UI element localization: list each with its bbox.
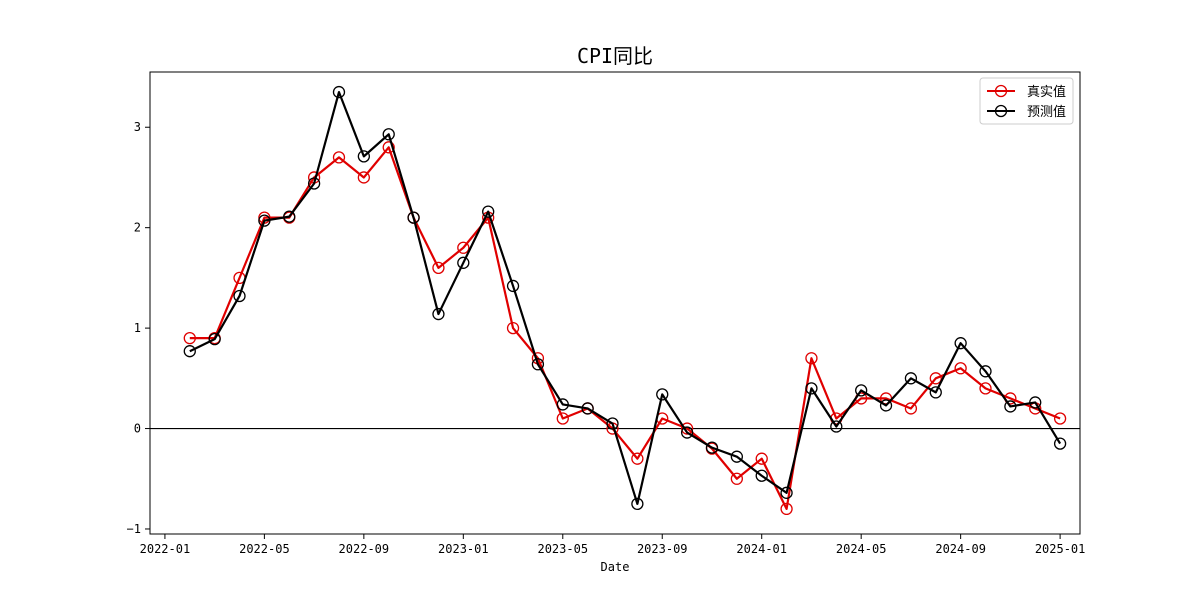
legend-marker-predicted — [994, 104, 1008, 118]
data-point-predicted — [283, 210, 296, 223]
data-point-predicted — [606, 417, 619, 430]
x-axis: 2022-01 2022-05 2022-09 2023-01 2023-05 2023-… — [140, 534, 1086, 556]
data-point-actual — [382, 141, 395, 154]
data-point-predicted — [482, 205, 495, 218]
data-point-predicted — [357, 150, 371, 163]
data-point-predicted — [382, 128, 395, 141]
data-point-actual — [432, 261, 445, 274]
series-line-predicted — [189, 90, 1062, 505]
y-tick-label: 2 — [134, 221, 141, 235]
x-tick-label: 2022-01 — [140, 542, 191, 556]
data-point-actual — [929, 372, 942, 385]
data-point-predicted — [556, 398, 569, 411]
plot-area — [149, 71, 1081, 535]
data-point-predicted — [730, 450, 743, 463]
plot-frame — [149, 71, 1081, 535]
data-point-predicted — [755, 469, 768, 482]
x-axis-title: Date — [601, 560, 630, 574]
data-point-actual — [457, 241, 470, 254]
data-point-predicted — [432, 307, 445, 321]
x-tick-label: 2024-05 — [836, 542, 887, 556]
data-point-predicted — [457, 256, 470, 269]
data-point-actual — [755, 452, 768, 465]
data-point-actual — [631, 452, 644, 465]
data-point-predicted — [929, 386, 942, 399]
data-point-predicted — [581, 402, 594, 415]
data-point-predicted — [307, 177, 321, 190]
data-point-predicted — [407, 211, 420, 224]
data-point-actual — [357, 171, 371, 184]
x-tick-label: 2024-09 — [935, 542, 986, 556]
data-point-predicted — [258, 214, 271, 227]
data-point-predicted — [879, 399, 893, 412]
legend-entry-actual: 真实值 — [987, 84, 1066, 100]
x-tick-label: 2023-05 — [537, 542, 588, 556]
x-tick-label: 2023-01 — [438, 542, 489, 556]
legend-label-predicted: 预测值 — [1027, 104, 1066, 120]
legend-entry-predicted: 预测值 — [987, 104, 1066, 120]
chart-title: CPI同比 — [577, 44, 653, 68]
x-tick-label: 2022-05 — [239, 542, 290, 556]
legend-label-actual: 真实值 — [1027, 84, 1066, 100]
series-actual — [183, 141, 1067, 516]
data-point-predicted — [631, 497, 644, 511]
x-tick-label: 2025-01 — [1035, 542, 1086, 556]
y-tick-label: 1 — [134, 321, 141, 335]
data-point-actual — [904, 402, 918, 415]
x-tick-label: 2022-09 — [339, 542, 390, 556]
data-point-predicted — [208, 333, 221, 346]
data-point-actual — [730, 472, 743, 485]
data-point-actual — [680, 422, 694, 435]
data-point-predicted — [780, 486, 793, 499]
data-point-predicted — [656, 388, 669, 401]
legend-box — [979, 77, 1074, 125]
data-point-predicted — [855, 384, 868, 397]
data-point-actual — [954, 362, 967, 375]
data-point-predicted — [233, 289, 246, 303]
y-axis: −1 0 1 2 3 — [127, 120, 150, 536]
data-point-predicted — [904, 372, 918, 385]
data-point-predicted — [830, 420, 843, 433]
data-point-predicted — [680, 426, 694, 439]
data-point-actual — [506, 321, 520, 335]
data-point-predicted — [531, 358, 545, 371]
data-point-predicted — [805, 382, 818, 395]
data-point-predicted — [183, 345, 196, 358]
data-point-predicted — [954, 337, 967, 350]
y-tick-label: −1 — [127, 522, 141, 536]
y-tick-label: 0 — [134, 422, 141, 436]
x-tick-label: 2023-09 — [637, 542, 688, 556]
data-point-actual — [1053, 412, 1067, 425]
data-point-predicted — [1053, 437, 1067, 450]
data-point-predicted — [506, 279, 520, 293]
data-point-predicted — [979, 365, 992, 378]
data-point-actual — [556, 412, 569, 425]
data-point-actual — [780, 502, 793, 516]
data-point-actual — [183, 332, 196, 345]
data-point-actual — [805, 352, 818, 365]
series-layer — [183, 85, 1067, 516]
x-tick-label: 2024-01 — [736, 542, 787, 556]
data-point-predicted — [1004, 400, 1017, 413]
series-predicted — [183, 85, 1067, 511]
data-point-predicted — [1029, 396, 1042, 409]
data-point-predicted — [332, 85, 346, 99]
data-point-predicted — [705, 441, 719, 454]
data-point-actual — [979, 382, 992, 395]
legend-marker-actual — [994, 84, 1008, 98]
data-point-actual — [332, 151, 346, 164]
y-tick-label: 3 — [134, 120, 141, 134]
legend: 真实值 预测值 — [979, 77, 1074, 125]
